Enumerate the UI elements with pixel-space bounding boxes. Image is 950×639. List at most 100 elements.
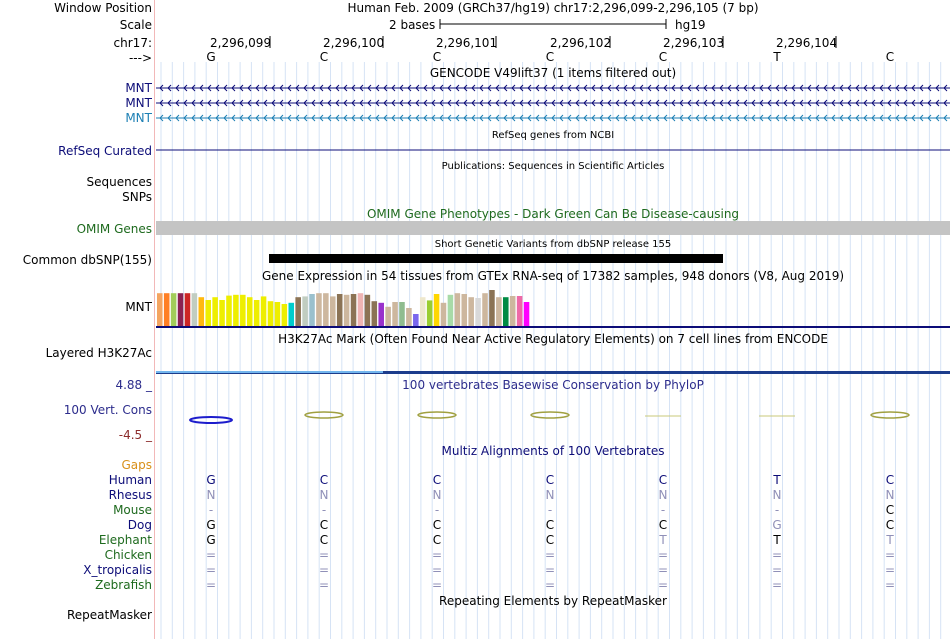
alignment-base: T bbox=[773, 533, 781, 547]
alignment-base: T bbox=[773, 473, 781, 487]
gtex-expression-chart[interactable] bbox=[156, 283, 950, 329]
alignment-base: T bbox=[659, 533, 667, 547]
gtex-tissue-bar bbox=[516, 296, 523, 326]
alignment-base: = bbox=[544, 548, 556, 562]
repeatmasker-label[interactable]: RepeatMasker bbox=[66, 608, 152, 622]
alignment-base: = bbox=[318, 563, 330, 577]
ruler-coordinate: 2,296,101 bbox=[436, 36, 498, 50]
gtex-tissue-bar bbox=[233, 294, 239, 326]
dbsnp-label[interactable]: Common dbSNP(155) bbox=[22, 253, 152, 267]
gtex-tissue-bar bbox=[454, 293, 461, 326]
gtex-tissue-bar bbox=[205, 300, 211, 326]
alignment-base: C bbox=[885, 473, 895, 487]
gtex-tissue-bar bbox=[496, 297, 502, 326]
phylop-max-label: 4.88 _ bbox=[115, 378, 152, 392]
h3k27ac-track-title[interactable]: H3K27Ac Mark (Often Found Near Active Re… bbox=[278, 332, 828, 346]
phylop-label[interactable]: 100 Vert. Cons bbox=[63, 403, 152, 417]
alignment-base: = bbox=[205, 563, 217, 577]
gaps-label[interactable]: Gaps bbox=[121, 458, 152, 472]
gtex-tissue-bar bbox=[274, 302, 281, 326]
gtex-tissue-bar bbox=[177, 293, 184, 326]
gtex-tissue-bar bbox=[385, 306, 391, 326]
gtex-tissue-bar bbox=[163, 293, 170, 326]
label-column-divider bbox=[154, 0, 155, 639]
ruler-coordinate: 2,296,099 bbox=[210, 36, 272, 50]
ruler-base: G bbox=[206, 50, 216, 64]
gtex-tissue-bar bbox=[371, 301, 378, 326]
alignment-base: C bbox=[319, 533, 329, 547]
dbsnp-track-title[interactable]: Short Genetic Variants from dbSNP releas… bbox=[434, 239, 672, 250]
gtex-gene-label[interactable]: MNT bbox=[125, 300, 152, 314]
species-label: Mouse bbox=[113, 503, 152, 517]
refseq-curated-label[interactable]: RefSeq Curated bbox=[58, 144, 152, 158]
ruler-base: T bbox=[773, 50, 781, 64]
alignment-base: G bbox=[206, 533, 216, 547]
gtex-tissue-bar bbox=[240, 294, 246, 326]
phylop-track-title[interactable]: 100 vertebrates Basewise Conservation by… bbox=[402, 378, 704, 392]
gtex-tissue-bar bbox=[157, 293, 163, 326]
species-label: X_tropicalis bbox=[83, 563, 152, 577]
alignment-base: N bbox=[772, 488, 782, 502]
gtex-tissue-bar bbox=[246, 297, 253, 326]
alignment-base: = bbox=[657, 548, 669, 562]
alignment-base: C bbox=[432, 518, 442, 532]
phylop-score-mark bbox=[304, 411, 344, 419]
alignment-base: = bbox=[318, 578, 330, 592]
alignment-base: - bbox=[774, 503, 780, 517]
alignment-base: C bbox=[319, 473, 329, 487]
alignment-base: N bbox=[885, 488, 895, 502]
alignment-base: N bbox=[658, 488, 668, 502]
phylop-wiggle[interactable] bbox=[156, 403, 950, 433]
alignment-base: = bbox=[205, 578, 217, 592]
gene-label-mnt-2[interactable]: MNT bbox=[125, 96, 152, 110]
gtex-tissue-bar bbox=[509, 296, 516, 326]
gtex-tissue-bar bbox=[378, 302, 384, 326]
gtex-track-title[interactable]: Gene Expression in 54 tissues from GTEx … bbox=[261, 269, 845, 283]
alignment-base: C bbox=[432, 473, 442, 487]
species-label: Chicken bbox=[104, 548, 152, 562]
gencode-track-title[interactable]: GENCODE V49lift37 (1 items filtered out) bbox=[429, 66, 677, 80]
phylop-score-mark bbox=[530, 411, 570, 419]
gtex-tissue-bar bbox=[253, 300, 260, 326]
gtex-tissue-bar bbox=[170, 293, 177, 326]
multiz-track-title[interactable]: Multiz Alignments of 100 Vertebrates bbox=[441, 444, 665, 458]
publications-track-title[interactable]: Publications: Sequences in Scientific Ar… bbox=[441, 161, 665, 172]
omim-genes-label[interactable]: OMIM Genes bbox=[76, 222, 152, 236]
strand-label: ---> bbox=[128, 51, 152, 65]
snps-label[interactable]: SNPs bbox=[122, 190, 152, 204]
alignment-base: G bbox=[206, 473, 216, 487]
alignment-base: N bbox=[545, 488, 555, 502]
species-label: Zebrafish bbox=[95, 578, 152, 592]
ruler-coordinate: 2,296,100 bbox=[323, 36, 385, 50]
refseq-track-title[interactable]: RefSeq genes from NCBI bbox=[491, 130, 615, 141]
species-label: Dog bbox=[127, 518, 152, 532]
gene-label-mnt-1[interactable]: MNT bbox=[125, 81, 152, 95]
alignment-base: T bbox=[886, 533, 894, 547]
alignment-base: = bbox=[431, 563, 443, 577]
gtex-tissue-bar bbox=[357, 293, 364, 326]
phylop-score-mark bbox=[417, 411, 457, 419]
omim-band bbox=[156, 221, 950, 235]
phylop-score-mark bbox=[870, 411, 910, 419]
gtex-tissue-bar bbox=[281, 304, 288, 326]
alignment-base: = bbox=[884, 578, 896, 592]
assembly-position-text: Human Feb. 2009 (GRCh37/hg19) chr17:2,29… bbox=[347, 1, 759, 15]
gtex-tissue-bar bbox=[468, 297, 474, 326]
alignment-base: = bbox=[884, 548, 896, 562]
species-label: Rhesus bbox=[108, 488, 152, 502]
window-position-label: Window Position bbox=[54, 1, 152, 15]
scale-assembly: hg19 bbox=[675, 18, 706, 32]
gtex-tissue-bar bbox=[260, 296, 267, 326]
gtex-tissue-bar bbox=[330, 296, 336, 326]
species-label: Elephant bbox=[98, 533, 152, 547]
alignment-base: N bbox=[206, 488, 216, 502]
gtex-tissue-bar bbox=[302, 296, 308, 326]
gene-label-mnt-3[interactable]: MNT bbox=[125, 111, 152, 125]
repeatmasker-track-title[interactable]: Repeating Elements by RepeatMasker bbox=[439, 594, 667, 608]
gtex-tissue-bar bbox=[399, 302, 405, 326]
h3k27ac-label[interactable]: Layered H3K27Ac bbox=[45, 346, 152, 360]
omim-track-title[interactable]: OMIM Gene Phenotypes - Dark Green Can Be… bbox=[366, 207, 740, 221]
alignment-base: C bbox=[545, 533, 555, 547]
sequences-label[interactable]: Sequences bbox=[86, 175, 152, 189]
